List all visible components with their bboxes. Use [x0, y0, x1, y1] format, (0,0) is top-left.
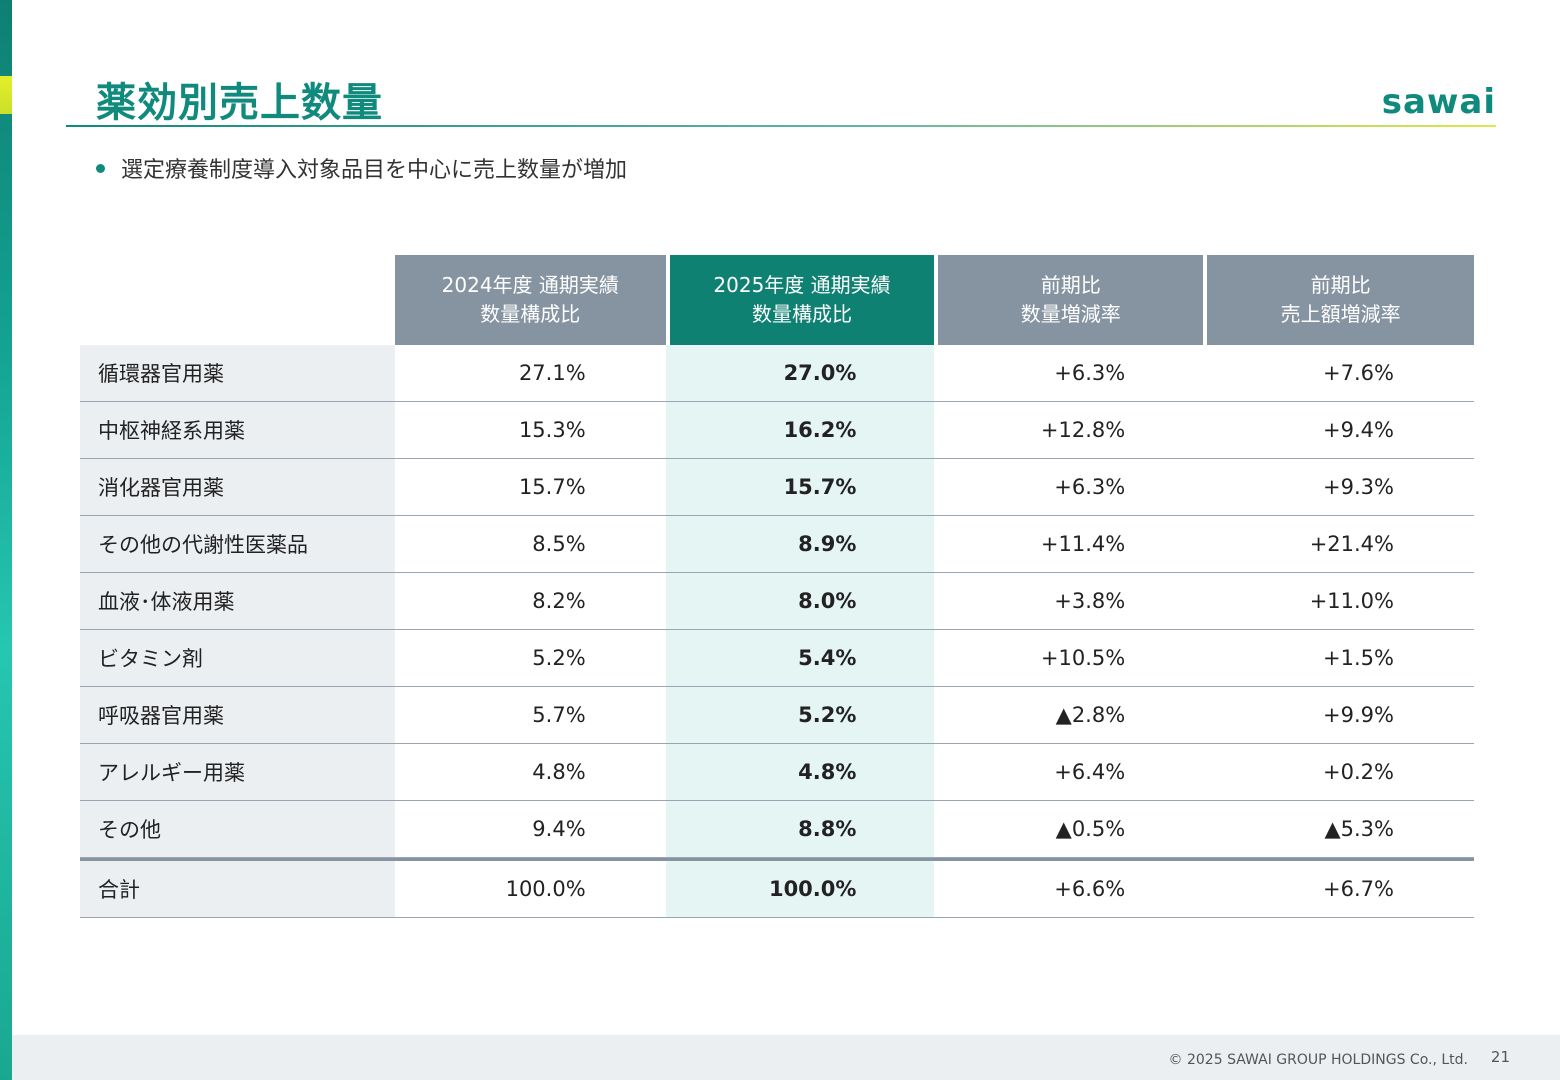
cell-sales-change: +1.5%: [1203, 630, 1474, 687]
table-row: ビタミン剤 5.2% 5.4% +10.5% +1.5%: [80, 630, 1474, 687]
row-label: その他: [80, 801, 395, 858]
cell-2024: 8.5%: [394, 516, 666, 573]
cell-qty-change: ▲0.5%: [934, 801, 1204, 858]
cell-2024: 8.2%: [394, 573, 666, 630]
table-row: 消化器官用薬 15.7% 15.7% +6.3% +9.3%: [80, 459, 1474, 516]
copyright-text: © 2025 SAWAI GROUP HOLDINGS Co., Ltd.: [1168, 1052, 1468, 1068]
row-label: アレルギー用薬: [80, 744, 395, 801]
cell-2025: 16.2%: [665, 402, 935, 459]
page-title: 薬効別売上数量: [96, 80, 383, 126]
header-2025-share: 2025年度 通期実績 数量構成比: [665, 255, 935, 345]
header-blank-cell: [80, 255, 395, 345]
sales-volume-table: 2024年度 通期実績 数量構成比 2025年度 通期実績 数量構成比 前期比 …: [80, 255, 1474, 918]
table-row: 循環器官用薬 27.1% 27.0% +6.3% +7.6%: [80, 345, 1474, 402]
row-label: 循環器官用薬: [80, 345, 395, 402]
cell-qty-change: +3.8%: [934, 573, 1204, 630]
header-line: 数量増減率: [1020, 302, 1121, 326]
cell-2025: 5.4%: [665, 630, 935, 687]
total-label: 合計: [80, 858, 395, 918]
table-total-row: 合計 100.0% 100.0% +6.6% +6.7%: [80, 858, 1474, 918]
left-accent-bar: [0, 0, 12, 1080]
cell-qty-change: +6.6%: [934, 858, 1204, 918]
cell-qty-change: +12.8%: [934, 402, 1204, 459]
header-line: 2025年度 通期実績: [713, 273, 891, 297]
cell-2024: 9.4%: [394, 801, 666, 858]
footer-bar: [12, 1035, 1560, 1080]
table-header-row: 2024年度 通期実績 数量構成比 2025年度 通期実績 数量構成比 前期比 …: [80, 255, 1474, 345]
cell-sales-change: +6.7%: [1203, 858, 1474, 918]
bullet-point: 選定療養制度導入対象品目を中心に売上数量が増加: [96, 152, 627, 184]
cell-2025: 4.8%: [665, 744, 935, 801]
header-sales-change: 前期比 売上額増減率: [1203, 255, 1474, 345]
cell-2024: 5.2%: [394, 630, 666, 687]
cell-qty-change: +6.4%: [934, 744, 1204, 801]
header-line: 売上額増減率: [1280, 302, 1401, 326]
bullet-text: 選定療養制度導入対象品目を中心に売上数量が増加: [121, 158, 628, 183]
cell-2024: 4.8%: [394, 744, 666, 801]
cell-sales-change: +9.3%: [1203, 459, 1474, 516]
cell-2025: 15.7%: [665, 459, 935, 516]
header-line: 前期比: [1310, 273, 1371, 297]
cell-sales-change: +11.0%: [1203, 573, 1474, 630]
cell-2025: 8.0%: [665, 573, 935, 630]
cell-sales-change: +0.2%: [1203, 744, 1474, 801]
cell-2025: 27.0%: [665, 345, 935, 402]
row-label: ビタミン剤: [80, 630, 395, 687]
cell-qty-change: +11.4%: [934, 516, 1204, 573]
cell-sales-change: +7.6%: [1203, 345, 1474, 402]
cell-2025: 8.8%: [665, 801, 935, 858]
cell-2024: 100.0%: [394, 858, 666, 918]
cell-2024: 27.1%: [394, 345, 666, 402]
table-row: その他 9.4% 8.8% ▲0.5% ▲5.3%: [80, 801, 1474, 858]
cell-sales-change: ▲5.3%: [1203, 801, 1474, 858]
header-2024-share: 2024年度 通期実績 数量構成比: [394, 255, 666, 345]
table-row: その他の代謝性医薬品 8.5% 8.9% +11.4% +21.4%: [80, 516, 1474, 573]
cell-qty-change: +6.3%: [934, 345, 1204, 402]
table-row: 中枢神経系用薬 15.3% 16.2% +12.8% +9.4%: [80, 402, 1474, 459]
table-row: アレルギー用薬 4.8% 4.8% +6.4% +0.2%: [80, 744, 1474, 801]
cell-2024: 15.3%: [394, 402, 666, 459]
cell-qty-change: ▲2.8%: [934, 687, 1204, 744]
row-label: 呼吸器官用薬: [80, 687, 395, 744]
header-line: 前期比: [1040, 273, 1101, 297]
row-label: 中枢神経系用薬: [80, 402, 395, 459]
left-yellow-accent: [0, 76, 12, 114]
row-label: 消化器官用薬: [80, 459, 395, 516]
sawai-logo: sawai: [1381, 82, 1496, 122]
cell-2024: 15.7%: [394, 459, 666, 516]
title-divider: [66, 125, 1496, 127]
cell-sales-change: +9.9%: [1203, 687, 1474, 744]
row-label: 血液･体液用薬: [80, 573, 395, 630]
table-row: 呼吸器官用薬 5.7% 5.2% ▲2.8% +9.9%: [80, 687, 1474, 744]
row-label: その他の代謝性医薬品: [80, 516, 395, 573]
cell-sales-change: +9.4%: [1203, 402, 1474, 459]
page-number: 21: [1490, 1048, 1510, 1066]
cell-qty-change: +6.3%: [934, 459, 1204, 516]
cell-2024: 5.7%: [394, 687, 666, 744]
cell-qty-change: +10.5%: [934, 630, 1204, 687]
cell-sales-change: +21.4%: [1203, 516, 1474, 573]
cell-2025: 5.2%: [665, 687, 935, 744]
header-qty-change: 前期比 数量増減率: [934, 255, 1204, 345]
header-line: 数量構成比: [752, 302, 853, 326]
cell-2025: 8.9%: [665, 516, 935, 573]
cell-2025: 100.0%: [665, 858, 935, 918]
header-line: 2024年度 通期実績: [441, 273, 619, 297]
header-line: 数量構成比: [480, 302, 581, 326]
bullet-dot-icon: [96, 163, 105, 173]
table-row: 血液･体液用薬 8.2% 8.0% +3.8% +11.0%: [80, 573, 1474, 630]
